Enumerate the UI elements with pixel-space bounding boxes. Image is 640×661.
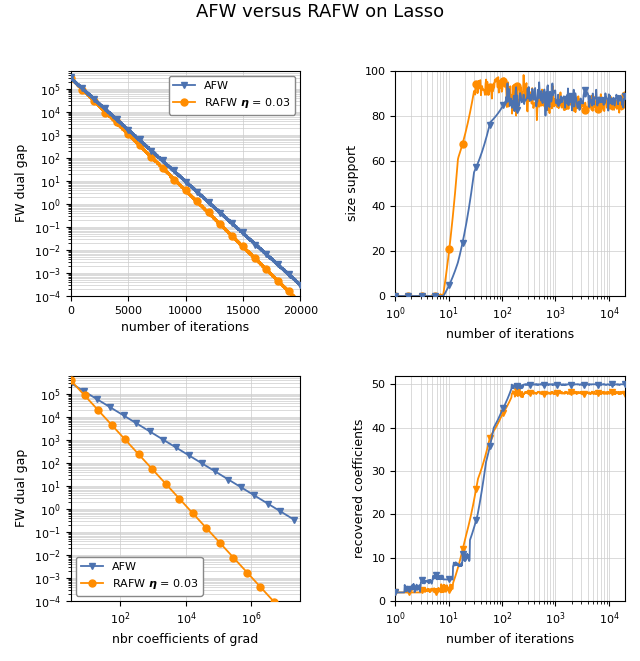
AFW — [297, 281, 305, 289]
RAFW $\boldsymbol{\eta}$ = 0.03 — [100, 412, 108, 420]
RAFW $\boldsymbol{\eta}$ = 0.03 — [93, 100, 101, 108]
Y-axis label: FW dual gap: FW dual gap — [15, 449, 28, 527]
AFW — [188, 183, 195, 191]
AFW — [280, 266, 287, 274]
RAFW $\boldsymbol{\eta}$ = 0.03 — [271, 598, 278, 606]
RAFW $\boldsymbol{\eta}$ = 0.03 — [262, 589, 270, 597]
Line: RAFW $\boldsymbol{\eta}$ = 0.03: RAFW $\boldsymbol{\eta}$ = 0.03 — [67, 377, 278, 605]
RAFW $\boldsymbol{\eta}$ = 0.03 — [188, 193, 195, 201]
AFW — [255, 243, 262, 251]
X-axis label: number of iterations: number of iterations — [446, 328, 574, 341]
X-axis label: number of iterations: number of iterations — [446, 633, 574, 646]
RAFW $\boldsymbol{\eta}$ = 0.03 — [190, 196, 198, 204]
AFW — [190, 186, 198, 194]
RAFW $\boldsymbol{\eta}$ = 0.03 — [67, 73, 74, 81]
AFW — [67, 379, 74, 387]
AFW — [104, 402, 111, 410]
AFW — [67, 73, 74, 81]
RAFW $\boldsymbol{\eta}$ = 0.03 — [297, 300, 305, 308]
RAFW $\boldsymbol{\eta}$ = 0.03 — [67, 74, 74, 82]
RAFW $\boldsymbol{\eta}$ = 0.03 — [184, 504, 192, 512]
RAFW $\boldsymbol{\eta}$ = 0.03 — [297, 299, 305, 307]
RAFW $\boldsymbol{\eta}$ = 0.03 — [151, 468, 159, 476]
Legend: AFW, RAFW $\boldsymbol{\eta}$ = 0.03: AFW, RAFW $\boldsymbol{\eta}$ = 0.03 — [76, 557, 203, 596]
Line: AFW: AFW — [67, 73, 304, 289]
Y-axis label: recovered coefficients: recovered coefficients — [353, 418, 365, 558]
AFW — [281, 510, 289, 518]
AFW — [290, 516, 298, 524]
RAFW $\boldsymbol{\eta}$ = 0.03 — [207, 529, 215, 537]
AFW — [159, 436, 167, 444]
AFW — [296, 282, 304, 290]
RAFW $\boldsymbol{\eta}$ = 0.03 — [67, 376, 74, 384]
RAFW $\boldsymbol{\eta}$ = 0.03 — [255, 257, 262, 265]
AFW — [67, 73, 74, 81]
X-axis label: nbr coefficients of grad: nbr coefficients of grad — [113, 633, 259, 646]
X-axis label: number of iterations: number of iterations — [122, 321, 250, 334]
Y-axis label: size support: size support — [346, 145, 359, 221]
Text: AFW versus RAFW on Lasso: AFW versus RAFW on Lasso — [196, 3, 444, 21]
Y-axis label: FW dual gap: FW dual gap — [15, 144, 28, 222]
AFW — [196, 458, 204, 466]
AFW — [93, 98, 101, 106]
RAFW $\boldsymbol{\eta}$ = 0.03 — [148, 465, 156, 473]
AFW — [232, 222, 239, 230]
RAFW $\boldsymbol{\eta}$ = 0.03 — [232, 235, 239, 243]
Legend: AFW, RAFW $\boldsymbol{\eta}$ = 0.03: AFW, RAFW $\boldsymbol{\eta}$ = 0.03 — [168, 76, 295, 114]
Line: RAFW $\boldsymbol{\eta}$ = 0.03: RAFW $\boldsymbol{\eta}$ = 0.03 — [67, 74, 304, 307]
Line: AFW: AFW — [67, 379, 298, 523]
RAFW $\boldsymbol{\eta}$ = 0.03 — [280, 283, 287, 291]
AFW — [156, 434, 164, 442]
AFW — [221, 473, 228, 481]
